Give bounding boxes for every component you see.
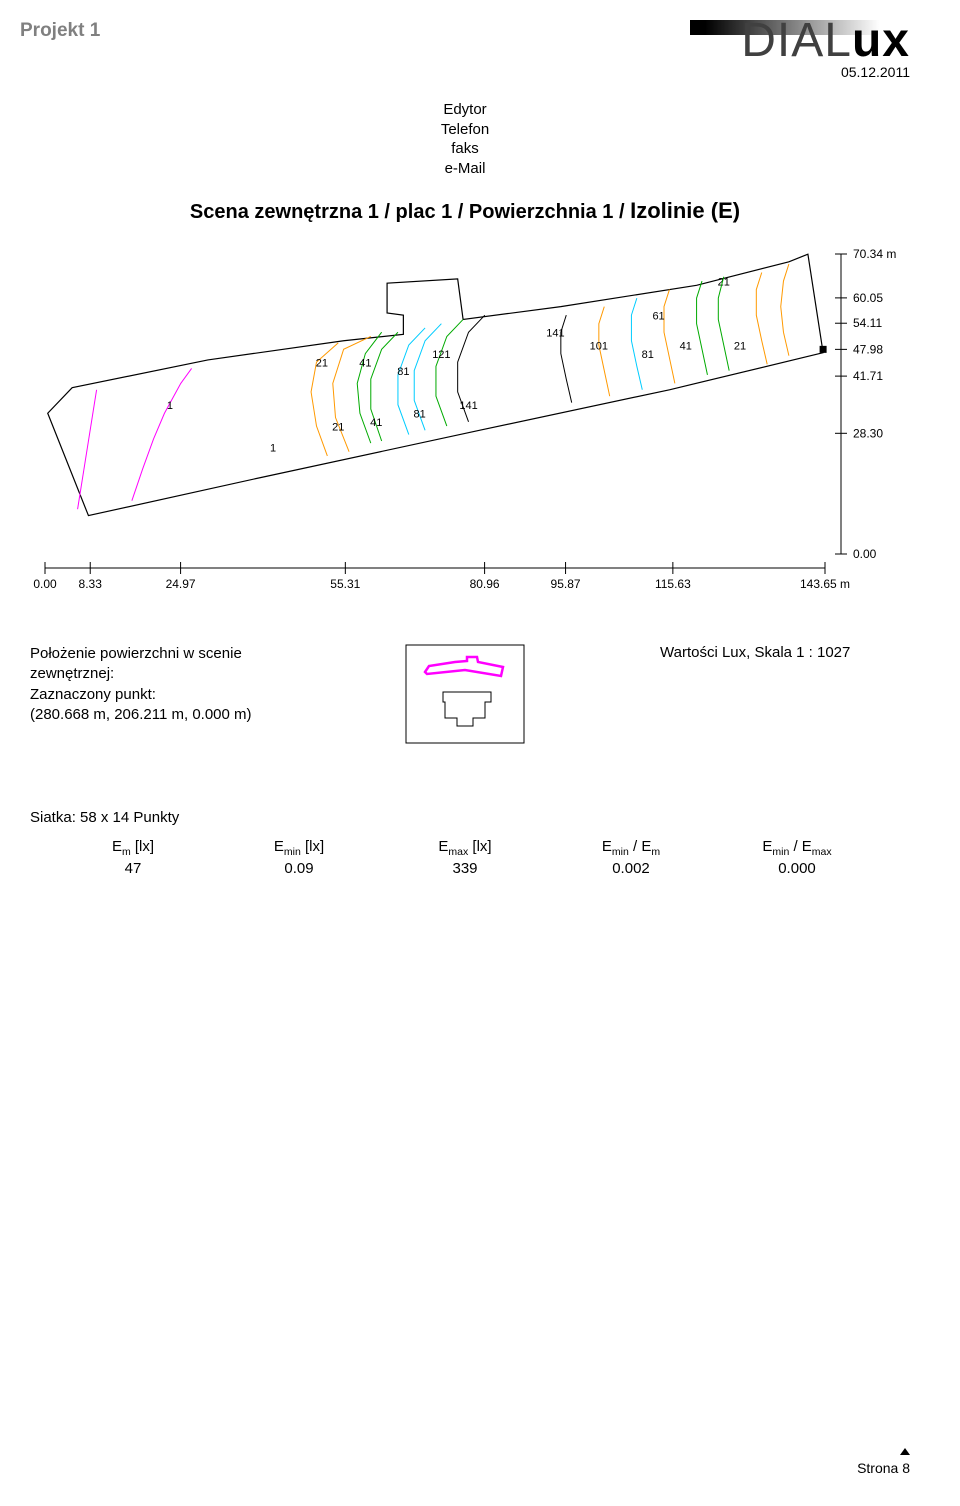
- logo-bold: ux: [852, 14, 910, 67]
- isoline-diagram: 0.00 8.33 24.97 55.31 80.96 95.87 115.63 143.65…: [25, 244, 905, 604]
- svg-text:0.00: 0.00: [853, 547, 877, 561]
- svg-text:21: 21: [332, 421, 344, 433]
- svg-text:141: 141: [546, 327, 564, 339]
- svg-text:81: 81: [397, 366, 409, 378]
- svg-text:41: 41: [359, 357, 371, 369]
- svg-text:115.63: 115.63: [655, 577, 691, 591]
- svg-text:121: 121: [432, 349, 450, 361]
- svg-text:1: 1: [270, 443, 276, 455]
- page-number: Strona 8: [857, 1460, 910, 1476]
- svg-text:21: 21: [316, 357, 328, 369]
- pos-line4: (280.668 m, 206.211 m, 0.000 m): [30, 705, 270, 725]
- svg-text:81: 81: [414, 409, 426, 421]
- result-ratio1: Emin / Em 0.002: [548, 838, 714, 877]
- svg-text:41: 41: [680, 340, 692, 352]
- pos-line3: Zaznaczony punkt:: [30, 685, 270, 705]
- contact-editor: Edytor: [20, 100, 910, 120]
- scale-label: Wartości Lux, Skala 1 : 1027: [660, 644, 900, 661]
- result-ratio2: Emin / Emax 0.000: [714, 838, 880, 877]
- svg-text:24.97: 24.97: [166, 577, 196, 591]
- project-title: Projekt 1: [20, 20, 100, 42]
- svg-text:141: 141: [459, 400, 477, 412]
- info-row: Położenie powierzchni w scenie zewnętrzn…: [20, 644, 910, 749]
- result-em: Em [lx] 47: [50, 838, 216, 877]
- contact-block: Edytor Telefon faks e-Mail: [20, 100, 910, 178]
- svg-text:61: 61: [652, 310, 664, 322]
- svg-text:80.96: 80.96: [470, 577, 500, 591]
- svg-text:47.98: 47.98: [853, 342, 883, 356]
- svg-text:41.71: 41.71: [853, 369, 883, 383]
- svg-text:0.00: 0.00: [33, 577, 57, 591]
- thumbnail: [405, 644, 525, 749]
- svg-text:95.87: 95.87: [551, 577, 581, 591]
- result-emax: Emax [lx] 339: [382, 838, 548, 877]
- footer-triangle-icon: [900, 1448, 910, 1455]
- title-main: Izolinie (E): [630, 198, 740, 223]
- svg-text:54.11: 54.11: [853, 316, 882, 330]
- svg-text:55.31: 55.31: [330, 577, 360, 591]
- svg-text:41: 41: [370, 417, 382, 429]
- svg-text:21: 21: [734, 340, 746, 352]
- contact-fax: faks: [20, 139, 910, 159]
- page-footer: Strona 8: [857, 1444, 910, 1476]
- svg-text:101: 101: [590, 340, 608, 352]
- svg-text:81: 81: [642, 349, 654, 361]
- svg-text:1: 1: [167, 400, 173, 412]
- svg-text:60.05: 60.05: [853, 291, 883, 305]
- svg-text:143.65 m: 143.65 m: [800, 577, 850, 591]
- svg-text:70.34 m: 70.34 m: [853, 247, 896, 261]
- page-title: Scena zewnętrzna 1 / plac 1 / Powierzchn…: [20, 198, 910, 224]
- logo-thin: DIAL: [741, 14, 852, 67]
- contact-email: e-Mail: [20, 159, 910, 179]
- title-prefix: Scena zewnętrzna 1 / plac 1 / Powierzchn…: [190, 201, 630, 223]
- logo: DIALux: [741, 13, 910, 68]
- header-right: DIALux 05.12.2011: [690, 20, 910, 80]
- report-date: 05.12.2011: [841, 64, 910, 80]
- pos-line2: zewnętrznej:: [30, 664, 270, 684]
- grid-dimensions: Siatka: 58 x 14 Punkty: [30, 809, 910, 826]
- surface-position-block: Położenie powierzchni w scenie zewnętrzn…: [30, 644, 270, 725]
- svg-text:8.33: 8.33: [79, 577, 103, 591]
- results-row: Em [lx] 47 Emin [lx] 0.09 Emax [lx] 339 …: [20, 838, 910, 877]
- contact-phone: Telefon: [20, 120, 910, 140]
- result-emin: Emin [lx] 0.09: [216, 838, 382, 877]
- pos-line1: Położenie powierzchni w scenie: [30, 644, 270, 664]
- page-header: Projekt 1 DIALux 05.12.2011: [20, 20, 910, 80]
- svg-text:28.30: 28.30: [853, 426, 883, 440]
